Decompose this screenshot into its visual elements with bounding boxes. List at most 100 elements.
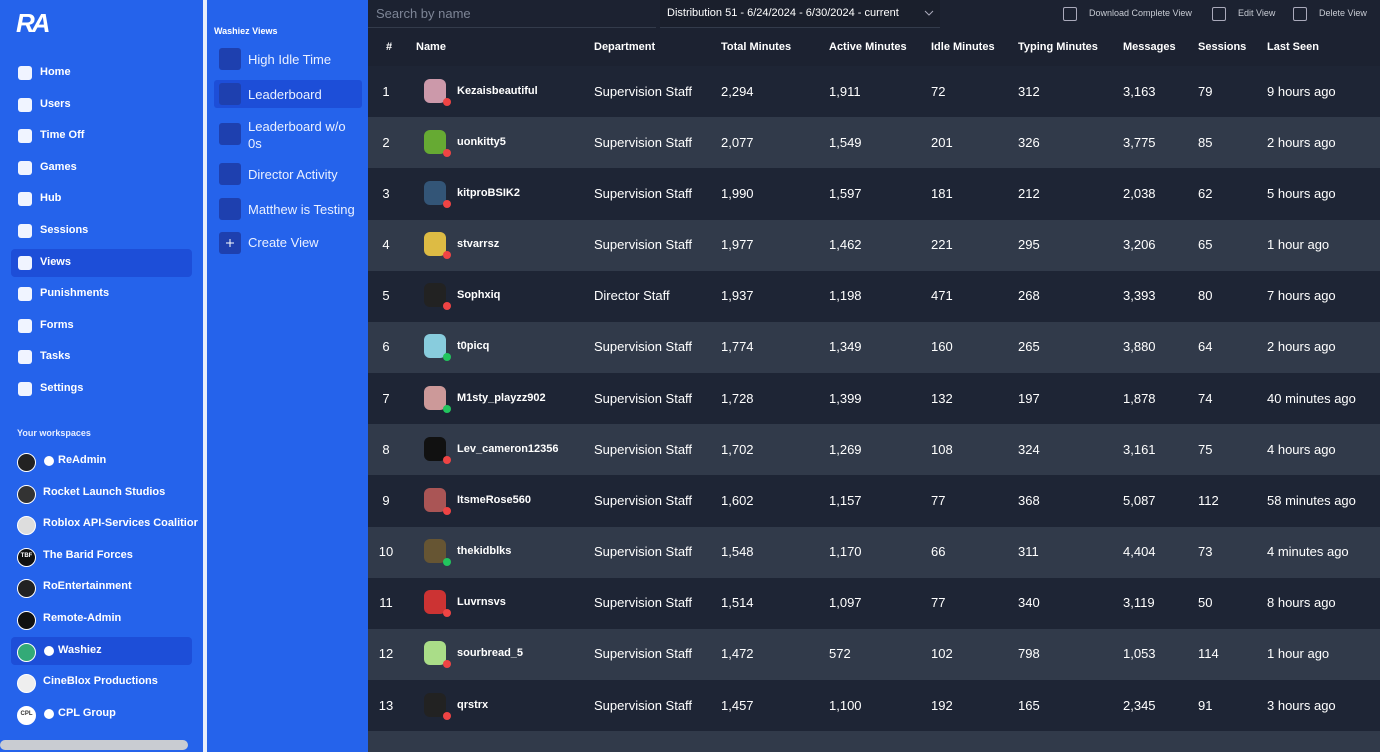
cell-rank: 6 — [382, 339, 390, 355]
workspace-item[interactable]: Washiez — [58, 643, 102, 656]
column-header[interactable]: Typing Minutes — [1018, 41, 1098, 53]
action-button[interactable]: Delete View — [1319, 8, 1367, 18]
table-row[interactable] — [368, 373, 1380, 425]
workspace-icon — [17, 516, 36, 536]
sidebar: RA Your workspaces Home Users Time Off Game… — [0, 0, 203, 752]
cell: 1,097 — [829, 595, 862, 611]
nav-item[interactable]: Users — [40, 97, 71, 110]
nav-item[interactable]: Punishments — [40, 287, 110, 300]
table-row[interactable] — [368, 526, 1380, 579]
search-input[interactable]: Search by name — [376, 6, 471, 21]
view-item[interactable]: Leaderboard — [248, 87, 322, 102]
workspace-item[interactable]: CPL Group — [58, 706, 116, 719]
cell-name[interactable]: ItsmeRose560 — [457, 493, 531, 506]
scrollbar[interactable] — [0, 740, 188, 750]
cell: 7 hours ago — [1267, 288, 1336, 304]
workspace-item[interactable]: Rocket Launch Studios — [43, 485, 166, 498]
nav-item[interactable]: Time Off — [40, 129, 85, 142]
cell-rank: 7 — [382, 390, 390, 406]
table-row[interactable] — [368, 475, 1380, 528]
cell-name[interactable]: Kezaisbeautiful — [457, 84, 538, 97]
view-item[interactable]: Director Activity — [248, 167, 338, 182]
action-button[interactable]: Edit View — [1238, 8, 1276, 18]
nav-item[interactable]: Forms — [40, 318, 74, 331]
view-item[interactable]: Leaderboard w/o 0s — [248, 119, 346, 151]
nav-item[interactable]: Games — [40, 160, 77, 173]
cell: Supervision Staff — [594, 697, 693, 713]
action-button[interactable]: Download Complete View — [1089, 8, 1192, 18]
table-row[interactable] — [368, 680, 1380, 732]
column-header[interactable]: Idle Minutes — [931, 41, 995, 53]
nav-item[interactable]: Settings — [40, 382, 84, 394]
workspace-item[interactable]: Roblox API-Services Coalitior — [43, 517, 198, 530]
workspace-icon-text: CPL — [20, 710, 33, 717]
cell: 311 — [1018, 544, 1039, 560]
cell: 74 — [1198, 390, 1213, 406]
nav-item[interactable]: Hub — [40, 192, 62, 205]
column-header[interactable]: Last Seen — [1267, 41, 1319, 53]
workspace-item[interactable]: The Barid Forces — [43, 548, 133, 561]
cell: 66 — [931, 544, 946, 560]
cell: 4 minutes ago — [1267, 544, 1349, 560]
table-row[interactable] — [368, 117, 1380, 169]
cell-name[interactable]: Luvrnsvs — [457, 596, 506, 609]
avatar — [424, 692, 446, 717]
cell-name[interactable]: uonkitty5 — [457, 135, 506, 148]
table-row[interactable] — [368, 577, 1380, 630]
nav-item[interactable]: Sessions — [40, 224, 89, 236]
distribution-select[interactable]: Distribution 51 - 6/24/2024 - 6/30/2024 … — [660, 0, 940, 28]
cell-name[interactable]: stvarrsz — [457, 238, 500, 251]
cell: 201 — [931, 134, 953, 150]
action-icon — [1212, 7, 1226, 21]
divider — [203, 0, 207, 752]
table-row[interactable] — [368, 321, 1380, 374]
cell: 2 hours ago — [1267, 339, 1336, 355]
cell: 160 — [931, 339, 953, 355]
table-row[interactable] — [368, 270, 1380, 323]
search-underline — [368, 27, 656, 28]
workspace-item[interactable]: CineBlox Productions — [43, 675, 158, 688]
column-header[interactable]: Active Minutes — [829, 41, 907, 53]
cell: 5 hours ago — [1267, 185, 1336, 201]
workspace-item[interactable]: ReAdmin — [58, 454, 107, 466]
status-dot — [443, 251, 451, 260]
cell-rank: 5 — [382, 288, 390, 304]
cell-name[interactable]: Sophxiq — [457, 289, 501, 302]
cell: 1,728 — [721, 390, 754, 406]
avatar — [424, 129, 446, 154]
create-view[interactable]: Create View — [248, 235, 319, 250]
column-header[interactable]: # — [386, 41, 393, 53]
cell-name[interactable]: sourbread_5 — [457, 647, 524, 660]
table-row[interactable] — [368, 424, 1380, 476]
workspace-item[interactable]: Remote-Admin — [43, 612, 122, 624]
nav-item[interactable]: Home — [40, 66, 71, 78]
cell-name[interactable]: qrstrx — [457, 698, 489, 711]
nav-item[interactable]: Views — [40, 255, 71, 268]
view-item[interactable]: High Idle Time — [248, 52, 332, 67]
view-icon — [219, 48, 241, 70]
view-item[interactable]: Matthew is Testing — [248, 202, 355, 217]
logo[interactable]: RA — [16, 8, 51, 38]
cell-rank: 12 — [378, 646, 394, 662]
cell: Supervision Staff — [594, 544, 693, 560]
cell-name[interactable]: Lev_cameron12356 — [457, 442, 559, 455]
workspace-item[interactable]: RoEntertainment — [43, 580, 132, 593]
cell-rank: 11 — [379, 595, 393, 611]
chevron — [924, 10, 934, 16]
column-header[interactable]: Total Minutes — [721, 41, 792, 53]
cell-name[interactable]: thekidblks — [457, 545, 512, 558]
table-row[interactable] — [368, 219, 1380, 272]
verified-badge — [44, 645, 54, 656]
column-header[interactable]: Department — [594, 41, 656, 53]
cell-name[interactable]: M1sty_playzz902 — [457, 391, 546, 404]
column-header[interactable]: Sessions — [1198, 41, 1247, 53]
cell-name[interactable]: t0picq — [457, 340, 490, 353]
cell: 64 — [1198, 339, 1213, 355]
cell-name[interactable]: kitproBSIK2 — [457, 186, 520, 199]
column-header[interactable]: Messages — [1123, 41, 1176, 53]
table-row[interactable] — [368, 168, 1380, 220]
table-row[interactable] — [368, 628, 1380, 681]
column-header[interactable]: Name — [416, 41, 446, 53]
table-row[interactable] — [368, 66, 1380, 118]
nav-item[interactable]: Tasks — [40, 350, 71, 363]
